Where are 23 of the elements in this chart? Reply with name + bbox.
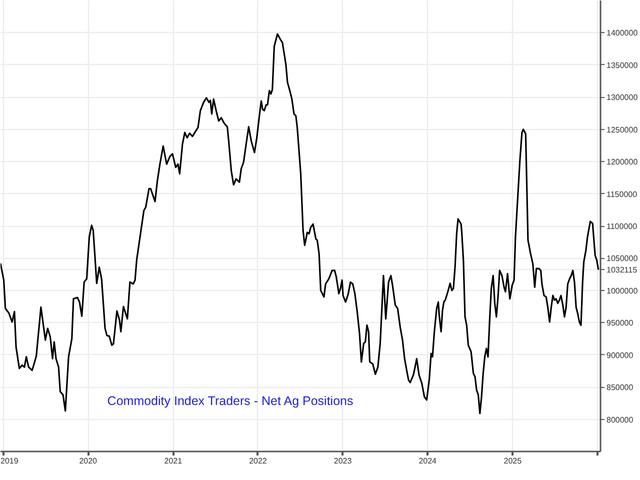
y-tick-label: 1100000 (606, 222, 638, 231)
y-tick-label: 800000 (606, 415, 634, 424)
y-tick-label: 1050000 (606, 254, 638, 264)
x-tick-label: 2023 (334, 456, 352, 466)
x-tick-label: 2024 (418, 456, 438, 466)
x-tick-label: 2020 (79, 456, 98, 466)
y-tick-label: 1350000 (606, 60, 638, 70)
y-tick-label: 850000 (606, 383, 634, 392)
y-tick-label: 1300000 (606, 93, 638, 102)
x-tick-label: 2021 (164, 456, 183, 466)
y-tick-label: 950000 (606, 318, 634, 328)
x-tick-label: 2025 (504, 456, 522, 466)
x-tick-label: 2019 (0, 456, 19, 466)
line-series (0, 33, 600, 414)
y-tick-label: 1150000 (606, 190, 638, 199)
y-tick-label: 1200000 (606, 158, 638, 167)
y-tick-label: 1032115 (606, 266, 638, 275)
y-tick-label: 900000 (606, 350, 634, 360)
text: Commodity Index Traders - Net Ag Positions (107, 394, 354, 408)
x-tick-label: 2022 (249, 456, 268, 466)
y-tick-label: 1400000 (606, 28, 638, 38)
y-tick-label: 1250000 (606, 125, 638, 134)
y-tick-label: 1000000 (606, 286, 638, 296)
